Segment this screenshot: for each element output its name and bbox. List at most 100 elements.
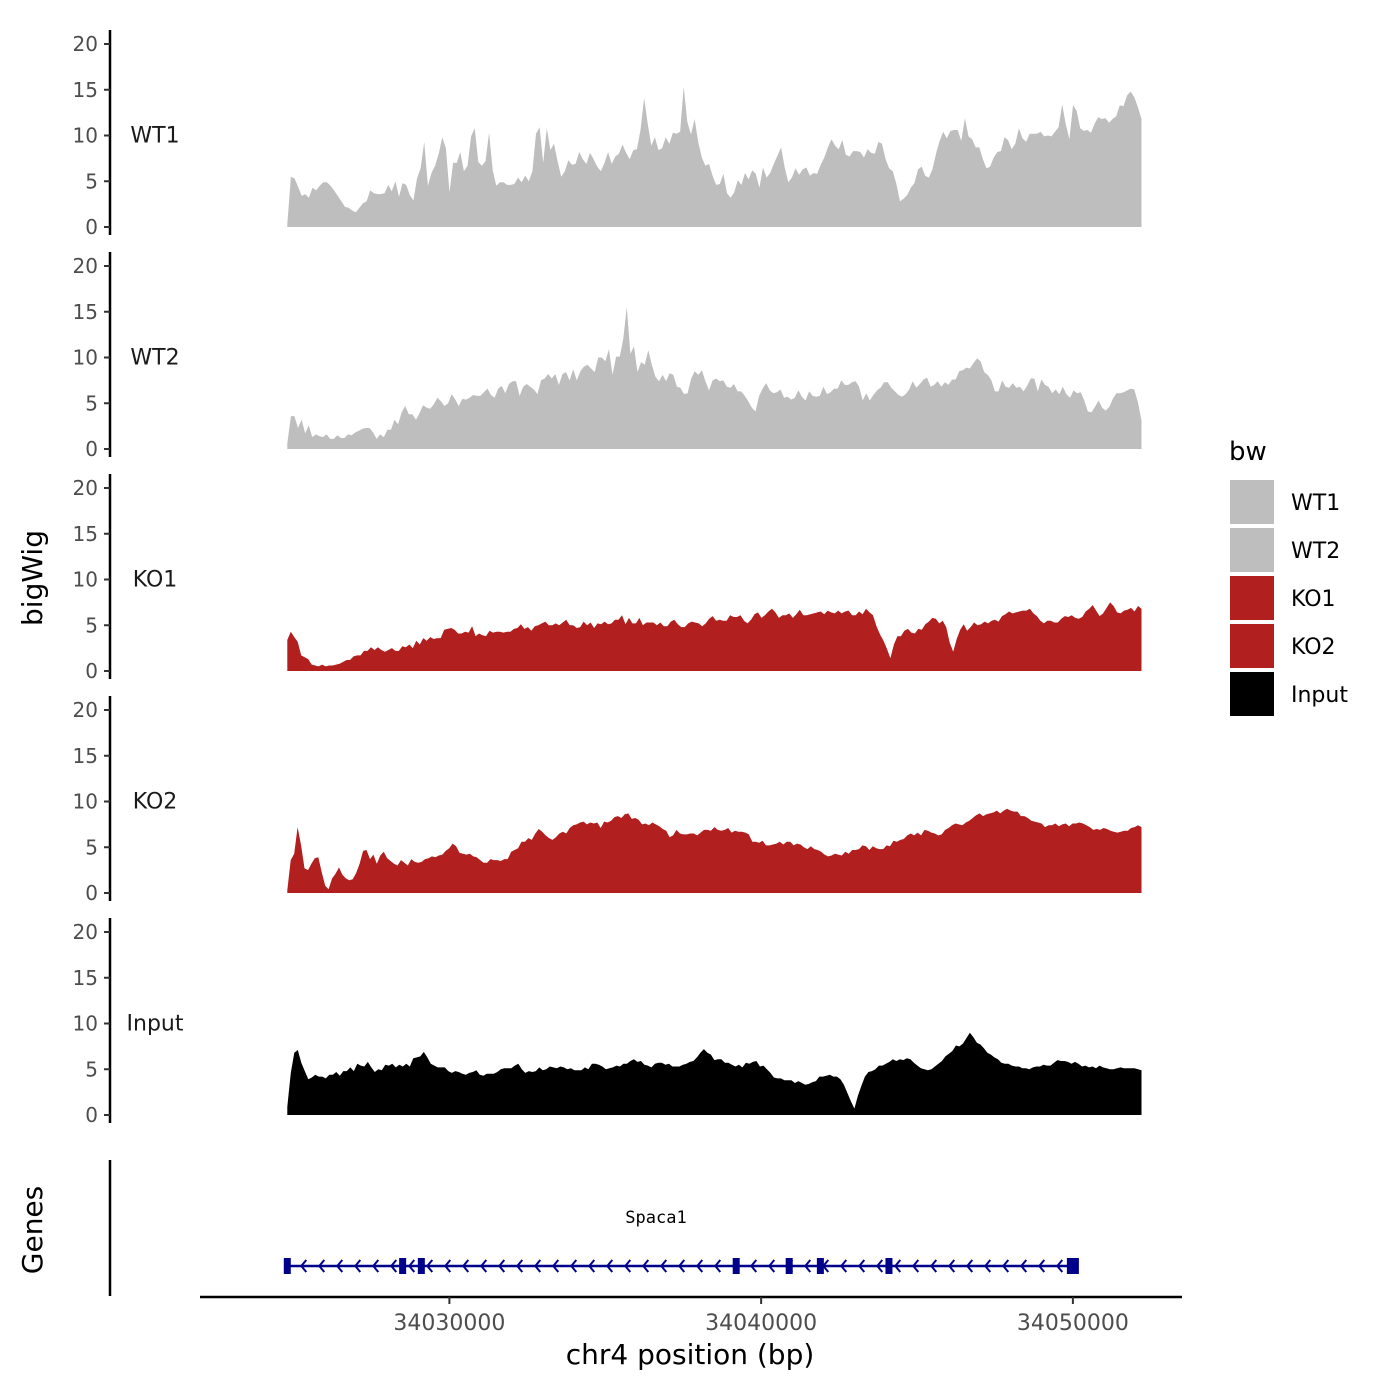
legend-label-wt1: WT1 bbox=[1291, 491, 1340, 516]
strand-arrow bbox=[587, 1259, 596, 1273]
strand-arrow bbox=[695, 1259, 704, 1273]
panel-wt2: 0 5 10 15 20 WT2 bbox=[73, 252, 1142, 461]
exon-mark bbox=[283, 1258, 291, 1274]
strand-arrow bbox=[515, 1259, 524, 1273]
panel-ko1: 0 5 10 15 20 KO1 bbox=[73, 474, 1142, 683]
y-tick-label: 0 bbox=[85, 659, 98, 683]
y-tick-label: 0 bbox=[85, 1103, 98, 1127]
y-tick-label: 10 bbox=[73, 124, 98, 148]
panel-input: 0 5 10 15 20 Input bbox=[73, 918, 1142, 1127]
y-tick-label: 15 bbox=[73, 300, 98, 324]
strand-arrow bbox=[1055, 1259, 1064, 1273]
y-tick-label: 5 bbox=[85, 835, 98, 859]
x-tick-label: 34030000 bbox=[393, 1311, 505, 1336]
strand-arrow bbox=[299, 1259, 308, 1273]
area-ko2 bbox=[287, 808, 1142, 893]
legend-label-ko2: KO2 bbox=[1291, 635, 1336, 660]
strand-arrow bbox=[983, 1259, 992, 1273]
exon-mark bbox=[816, 1258, 824, 1274]
legend-label-input: Input bbox=[1291, 683, 1348, 708]
y-tick-label: 5 bbox=[85, 391, 98, 415]
strand-arrow bbox=[965, 1259, 974, 1273]
area-wt2 bbox=[287, 307, 1142, 449]
y-tick-label: 5 bbox=[85, 169, 98, 193]
y-tick-label: 20 bbox=[73, 32, 98, 56]
legend-key-wt1 bbox=[1230, 480, 1274, 524]
y-tick-label: 20 bbox=[73, 920, 98, 944]
strand-arrow bbox=[1001, 1259, 1010, 1273]
y-tick-label: 5 bbox=[85, 613, 98, 637]
y-tick-label: 15 bbox=[73, 78, 98, 102]
strand-arrow bbox=[443, 1259, 452, 1273]
y-tick-label: 15 bbox=[73, 522, 98, 546]
x-axis-title: chr4 position (bp) bbox=[566, 1338, 815, 1371]
legend-label-wt2: WT2 bbox=[1291, 539, 1340, 564]
y-tick-label: 10 bbox=[73, 346, 98, 370]
strand-arrow bbox=[1037, 1259, 1046, 1273]
strand-arrow bbox=[605, 1259, 614, 1273]
strand-arrow bbox=[335, 1259, 344, 1273]
y-tick-label: 0 bbox=[85, 881, 98, 905]
track-label-wt1: WT1 bbox=[130, 124, 179, 149]
exon-mark bbox=[1066, 1258, 1079, 1274]
y-axis-title: bigWig bbox=[16, 530, 49, 626]
y-tick-label: 20 bbox=[73, 476, 98, 500]
y-tick-label: 15 bbox=[73, 966, 98, 990]
track-label-input: Input bbox=[127, 1012, 184, 1037]
strand-arrow bbox=[353, 1259, 362, 1273]
legend-label-ko1: KO1 bbox=[1291, 587, 1336, 612]
exon-mark bbox=[417, 1258, 425, 1274]
strand-arrow bbox=[551, 1259, 560, 1273]
strand-arrow bbox=[767, 1259, 776, 1273]
y-tick-label: 0 bbox=[85, 437, 98, 461]
area-wt1 bbox=[287, 87, 1142, 227]
y-tick-label: 10 bbox=[73, 1012, 98, 1036]
strand-arrow bbox=[929, 1259, 938, 1273]
strand-arrow bbox=[749, 1259, 758, 1273]
legend-key-ko2 bbox=[1230, 624, 1274, 668]
strand-arrow bbox=[407, 1259, 416, 1273]
strand-arrow bbox=[371, 1259, 380, 1273]
track-label-ko1: KO1 bbox=[133, 568, 178, 593]
strand-arrow bbox=[425, 1259, 434, 1273]
strand-arrow bbox=[1019, 1259, 1028, 1273]
y-tick-label: 20 bbox=[73, 254, 98, 278]
genes-axis-title: Genes bbox=[16, 1186, 49, 1274]
strand-arrow bbox=[479, 1259, 488, 1273]
panel-ko2: 0 5 10 15 20 KO2 bbox=[73, 696, 1142, 905]
track-panels: 0 5 10 15 20 WT1 0 5 10 15 20 WT2 0 5 10 15 20 KO1 0 5 10 15 2… bbox=[73, 30, 1142, 1127]
x-tick-label: 34040000 bbox=[705, 1311, 817, 1336]
strand-arrow bbox=[677, 1259, 686, 1273]
panel-wt1: 0 5 10 15 20 WT1 bbox=[73, 30, 1142, 239]
y-tick-label: 5 bbox=[85, 1057, 98, 1081]
strand-arrow bbox=[533, 1259, 542, 1273]
strand-arrow bbox=[911, 1259, 920, 1273]
x-tick-label: 34050000 bbox=[1017, 1311, 1129, 1336]
strand-arrow bbox=[389, 1259, 398, 1273]
gene-track: Spaca1 bbox=[108, 1160, 1079, 1296]
y-tick-label: 0 bbox=[85, 215, 98, 239]
legend: bw WT1 WT2 KO1 KO2 Input bbox=[1229, 437, 1348, 716]
strand-arrow bbox=[875, 1259, 884, 1273]
strand-arrow bbox=[461, 1259, 470, 1273]
strand-arrow bbox=[803, 1259, 812, 1273]
track-label-wt2: WT2 bbox=[130, 346, 179, 371]
y-tick-label: 10 bbox=[73, 790, 98, 814]
y-tick-label: 10 bbox=[73, 568, 98, 592]
gene-label: Spaca1 bbox=[625, 1208, 686, 1228]
strand-arrow bbox=[839, 1259, 848, 1273]
strand-arrow bbox=[497, 1259, 506, 1273]
legend-key-wt2 bbox=[1230, 528, 1274, 572]
strand-arrow bbox=[893, 1259, 902, 1273]
track-label-ko2: KO2 bbox=[133, 790, 178, 815]
legend-key-ko1 bbox=[1230, 576, 1274, 620]
strand-arrow bbox=[857, 1259, 866, 1273]
legend-key-input bbox=[1230, 672, 1274, 716]
exon-mark bbox=[785, 1258, 793, 1274]
exon-mark bbox=[399, 1258, 407, 1274]
legend-title: bw bbox=[1229, 437, 1267, 467]
area-ko1 bbox=[287, 602, 1142, 671]
y-tick-label: 15 bbox=[73, 744, 98, 768]
